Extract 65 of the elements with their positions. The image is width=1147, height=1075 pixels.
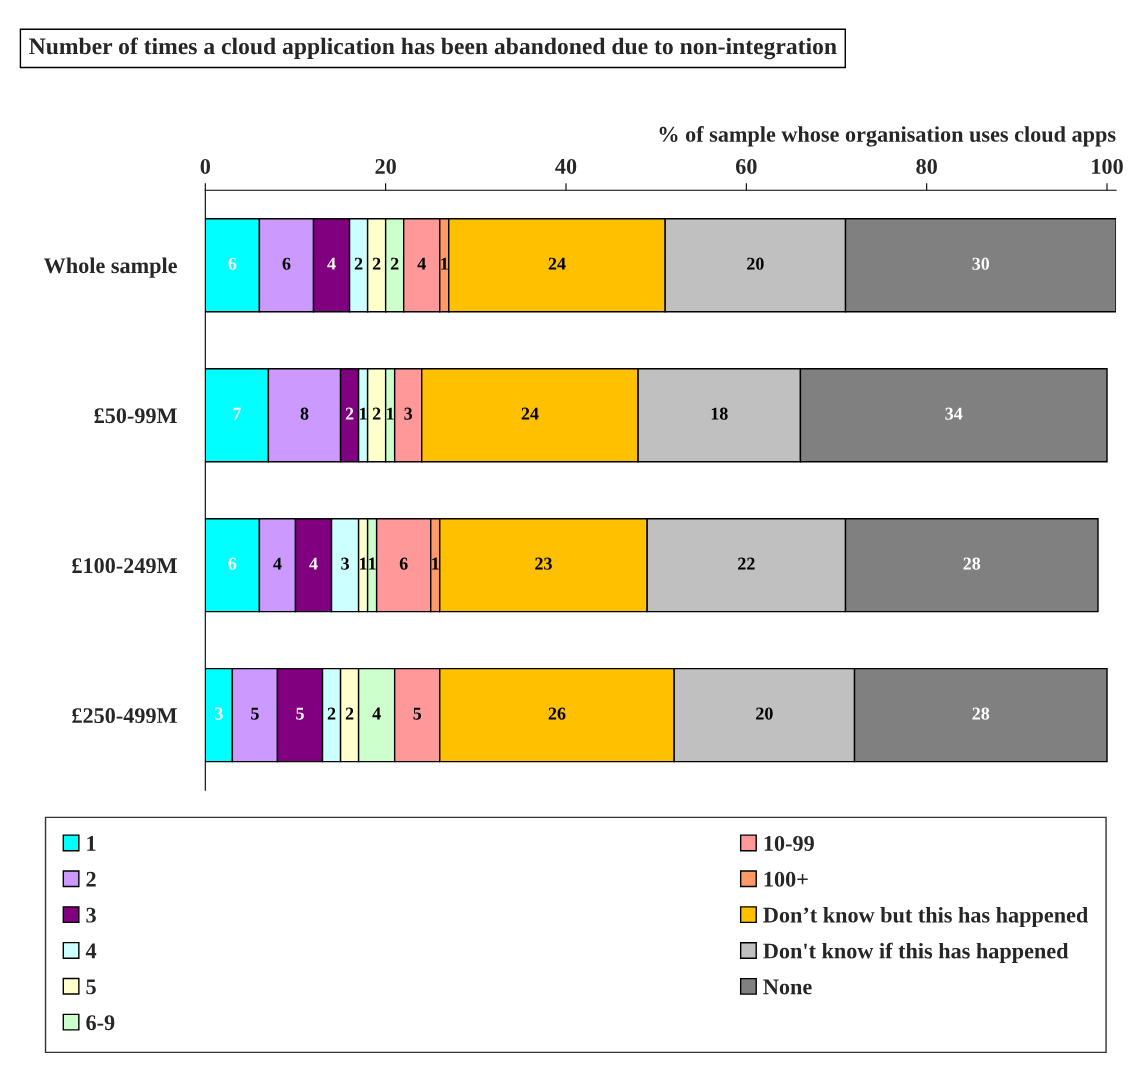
data-label: 28	[963, 557, 981, 570]
data-label: 2	[345, 407, 354, 420]
data-label: 6	[228, 557, 237, 570]
x-tick-label: 20	[375, 158, 396, 174]
data-label: 6	[282, 257, 291, 270]
data-label: 34	[945, 407, 963, 420]
data-label: 26	[548, 707, 566, 720]
data-label: 6	[228, 257, 237, 270]
data-label: 2	[390, 257, 399, 270]
legend-label: 2	[86, 871, 96, 887]
x-tick-label: 60	[735, 158, 757, 174]
data-label: 1	[441, 257, 448, 270]
data-label: 7	[233, 407, 241, 420]
data-label: 2	[354, 257, 363, 270]
data-label: 6	[399, 557, 408, 570]
data-label: 18	[711, 407, 728, 420]
legend-label: 4	[85, 943, 97, 959]
data-label: 3	[341, 557, 349, 570]
data-label: 5	[296, 707, 304, 720]
data-label: 3	[215, 707, 223, 720]
legend-label: None	[763, 979, 812, 995]
x-tick-label: 100	[1092, 158, 1123, 174]
data-label: 1	[387, 407, 394, 420]
legend-label: 1	[87, 836, 96, 851]
data-label: 1	[432, 557, 439, 570]
data-label: 2	[372, 407, 381, 420]
x-axis-title: % of sample whose organisation uses cloud apps	[659, 126, 1116, 147]
legend-label: 6-9	[86, 1015, 115, 1031]
data-label: 20	[756, 707, 773, 720]
y-tick-label: £50-99M	[94, 408, 177, 424]
data-label: 5	[251, 707, 259, 720]
x-tick-label: 40	[555, 158, 577, 174]
x-tick-label: 80	[916, 158, 937, 174]
data-label: 8	[300, 407, 309, 420]
data-label: 4	[372, 707, 381, 720]
legend-label: Don't know if this has happened	[763, 942, 1069, 964]
data-label: 4	[309, 557, 318, 570]
data-label: 22	[738, 557, 755, 570]
data-label: 24	[521, 407, 539, 420]
data-label: 24	[548, 257, 566, 270]
legend-label: 10-99	[764, 835, 814, 851]
data-label: 2	[327, 707, 336, 720]
legend-label: Don’t know but this has happened	[763, 906, 1089, 928]
data-label: 5	[413, 707, 422, 720]
x-tick-label: 0	[200, 158, 211, 174]
data-label: 1	[360, 407, 367, 420]
data-label: 1	[369, 557, 376, 570]
data-label: 2	[372, 257, 381, 270]
data-label: 2	[345, 707, 354, 720]
legend-label: 3	[86, 907, 96, 923]
data-label: 30	[972, 257, 990, 270]
chart-title: Number of times a cloud application has been abandoned due to non-integration	[29, 37, 837, 60]
legend-label: 5	[86, 979, 96, 995]
data-label: 1	[360, 557, 367, 570]
data-label: 3	[404, 407, 413, 420]
data-label: 4	[417, 257, 426, 270]
legend-label: 100+	[764, 871, 808, 887]
y-tick-label: £250-499M	[72, 708, 177, 724]
data-label: 4	[273, 557, 282, 570]
data-label: 20	[747, 257, 764, 270]
data-label: 4	[327, 257, 336, 270]
y-tick-label: Whole sample	[43, 257, 177, 278]
data-label: 28	[972, 707, 990, 720]
data-label: 23	[535, 557, 552, 570]
y-tick-label: £100-249M	[72, 558, 177, 574]
